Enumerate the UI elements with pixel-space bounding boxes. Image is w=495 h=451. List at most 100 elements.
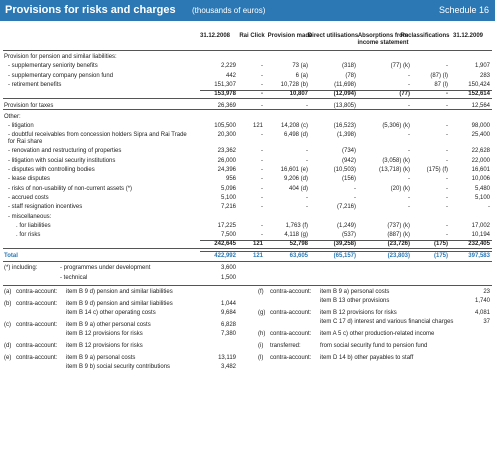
cell: 232,405 <box>468 241 490 248</box>
cell: (11,698) <box>334 81 356 88</box>
cell: - <box>446 148 448 155</box>
note-value: 3,482 <box>220 364 236 370</box>
cell: - <box>408 148 410 155</box>
cell: - <box>261 176 263 183</box>
note-value: 1,044 <box>220 301 236 307</box>
cell: - <box>261 63 263 70</box>
row-label: . for risks <box>16 232 41 239</box>
cell: - <box>446 63 448 70</box>
note-ref: (a) <box>4 289 12 295</box>
cell: - <box>261 167 263 173</box>
cell: (942) <box>341 157 356 164</box>
cell: 422,992 <box>214 252 236 259</box>
cell: 25,400 <box>471 132 490 139</box>
cell: - <box>488 204 490 211</box>
cell: - <box>261 222 263 229</box>
note-value: 23 <box>483 289 490 295</box>
row-label: . for liabilities <box>16 222 51 229</box>
cell: (1,398) <box>336 132 356 139</box>
star-label: (*) including: <box>4 265 38 271</box>
cell: 6,498 (d) <box>283 132 308 139</box>
star-value: 3,600 <box>220 265 236 271</box>
column-header: Direct utilisations <box>307 33 359 39</box>
note-kind: contra-account: <box>270 355 312 361</box>
row-label: - accrued costs <box>8 194 49 201</box>
cell: 4,118 (g) <box>284 232 308 239</box>
cell: - <box>446 176 448 183</box>
cell: 14,208 (c) <box>280 123 308 130</box>
cell: 105,500 <box>214 123 236 130</box>
note-value: 7,380 <box>220 331 236 337</box>
star-item: - programmes under development <box>60 265 151 271</box>
note-value: 6,828 <box>220 322 236 328</box>
cell: - <box>354 194 356 201</box>
cell: 26,000 <box>217 157 236 164</box>
cell: - <box>354 185 356 192</box>
cell: 397,583 <box>468 252 490 259</box>
note-value: 13,119 <box>218 355 236 361</box>
cell: (12,094) <box>333 91 356 98</box>
star-value: 1,500 <box>220 275 236 281</box>
note-kind: contra-account: <box>270 310 312 316</box>
section-label: - miscellaneous: <box>8 213 52 220</box>
cell: 24,396 <box>217 167 236 173</box>
cell: - <box>446 132 448 139</box>
note-value: 1,740 <box>474 298 490 304</box>
cell: - <box>446 204 448 211</box>
cell: (23,726) <box>387 241 410 248</box>
note-text: item D 14 b) other payables to staff <box>320 355 414 361</box>
rule <box>3 260 492 262</box>
note-ref: (g) <box>258 310 266 316</box>
note-kind: contra-account: <box>270 331 312 337</box>
cell: 9,206 (d) <box>283 176 308 183</box>
row-label: - risks of non-usability of non-current … <box>8 185 133 192</box>
row-label: - doubtful receivables from concession h… <box>8 132 187 146</box>
cell: 152,614 <box>468 91 490 98</box>
cell: 12,564 <box>471 102 490 109</box>
cell: - <box>446 123 448 130</box>
section-label: Provision for pension and similar liabil… <box>4 54 117 60</box>
cell: - <box>408 81 410 88</box>
note-text: item B 12 provisions for risks <box>66 343 143 349</box>
cell: - <box>446 102 448 109</box>
rule <box>3 50 492 51</box>
cell: 10,006 <box>471 176 490 183</box>
row-label: - disputes with controlling bodies <box>8 167 95 173</box>
cell: 10,728 (b) <box>280 81 308 88</box>
cell: - <box>261 102 263 109</box>
cell: (16,523) <box>333 123 356 130</box>
cell: - <box>261 72 263 79</box>
note-kind: contra-account: <box>16 301 58 307</box>
note-ref: (b) <box>4 301 12 307</box>
cell: - <box>306 102 308 109</box>
note-ref: (e) <box>4 355 12 361</box>
cell: 17,002 <box>471 222 490 229</box>
cell: 22,628 <box>471 148 490 155</box>
note-ref: (c) <box>4 322 11 328</box>
cell: (10,503) <box>333 167 356 173</box>
note-kind: contra-account: <box>16 322 58 328</box>
cell: 98,000 <box>471 123 490 130</box>
note-ref: (f) <box>258 289 264 295</box>
cell: - <box>306 194 308 201</box>
cell: (5,306) (k) <box>382 123 410 130</box>
cell: (77) <box>399 91 410 98</box>
rule <box>3 248 492 250</box>
cell: - <box>408 132 410 139</box>
cell: 5,100 <box>474 194 490 201</box>
cell: 151,307 <box>214 81 236 88</box>
cell: 956 <box>225 176 236 183</box>
column-header: Provision made <box>267 33 313 39</box>
cell: - <box>261 232 263 239</box>
cell: - <box>446 185 448 192</box>
row-label: - retirement benefits <box>8 81 62 88</box>
schedule: Schedule 16 <box>438 5 489 15</box>
cell: (78) <box>345 72 356 79</box>
cell: (175) (f) <box>426 167 448 173</box>
note-text: item A 5 c) other production-related inc… <box>320 331 435 337</box>
note-ref: (d) <box>4 343 12 349</box>
cell: - <box>408 204 410 211</box>
cell: - <box>446 91 448 98</box>
cell: (20) (k) <box>390 185 410 192</box>
note-text: item B 9 d) pension and similar liabilit… <box>66 301 173 307</box>
